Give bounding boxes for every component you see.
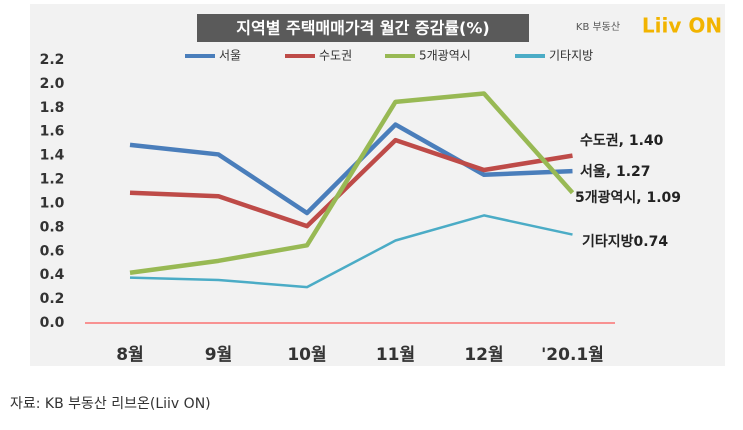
y-tick-label: 1.2: [40, 172, 65, 188]
logo-text: KB 부동산: [576, 21, 620, 33]
x-tick-label: 9월: [205, 345, 232, 365]
y-tick-label: 2.0: [40, 76, 65, 92]
chart-title: 지역별 주택매매가격 월간 증감률(%): [236, 19, 489, 38]
y-tick-label: 1.6: [40, 124, 65, 140]
y-tick-label: 1.0: [40, 195, 65, 211]
y-tick-label: 1.8: [40, 100, 65, 116]
logo-brand: Liiv ON: [642, 14, 722, 38]
x-tick-label: 12월: [464, 345, 503, 365]
series-line: [129, 122, 573, 216]
series-line: [129, 91, 575, 276]
series-line: [129, 137, 573, 229]
x-tick-label: 10월: [287, 345, 326, 365]
source: 자료: KB 부동산 리브온(Liiv ON): [10, 396, 211, 412]
annotation: 서울, 1.27: [580, 163, 651, 180]
y-tick-label: 1.4: [40, 148, 65, 164]
y-tick-label: 0.2: [40, 291, 65, 307]
y-tick-label: 0.6: [40, 243, 65, 259]
series-line: [129, 214, 573, 289]
legend-label: 5개광역시: [419, 49, 471, 63]
legend-label: 서울: [219, 49, 241, 63]
annotation: 5개광역시, 1.09: [575, 189, 681, 206]
title-box: [197, 14, 529, 42]
x-tick-label: '20.1월: [541, 345, 604, 365]
legend-label: 수도권: [319, 49, 352, 63]
y-tick-label: 0.0: [40, 315, 65, 331]
x-tick-label: 8월: [116, 345, 143, 365]
plot-background: [30, 4, 725, 366]
y-tick-label: 2.2: [40, 52, 65, 68]
x-tick-label: 11월: [376, 345, 415, 365]
annotation: 기타지방0.74: [582, 233, 668, 250]
y-tick-label: 0.8: [40, 219, 65, 235]
legend-label: 기타지방: [549, 49, 593, 63]
annotation: 수도권, 1.40: [580, 133, 664, 149]
y-tick-label: 0.4: [40, 267, 65, 283]
